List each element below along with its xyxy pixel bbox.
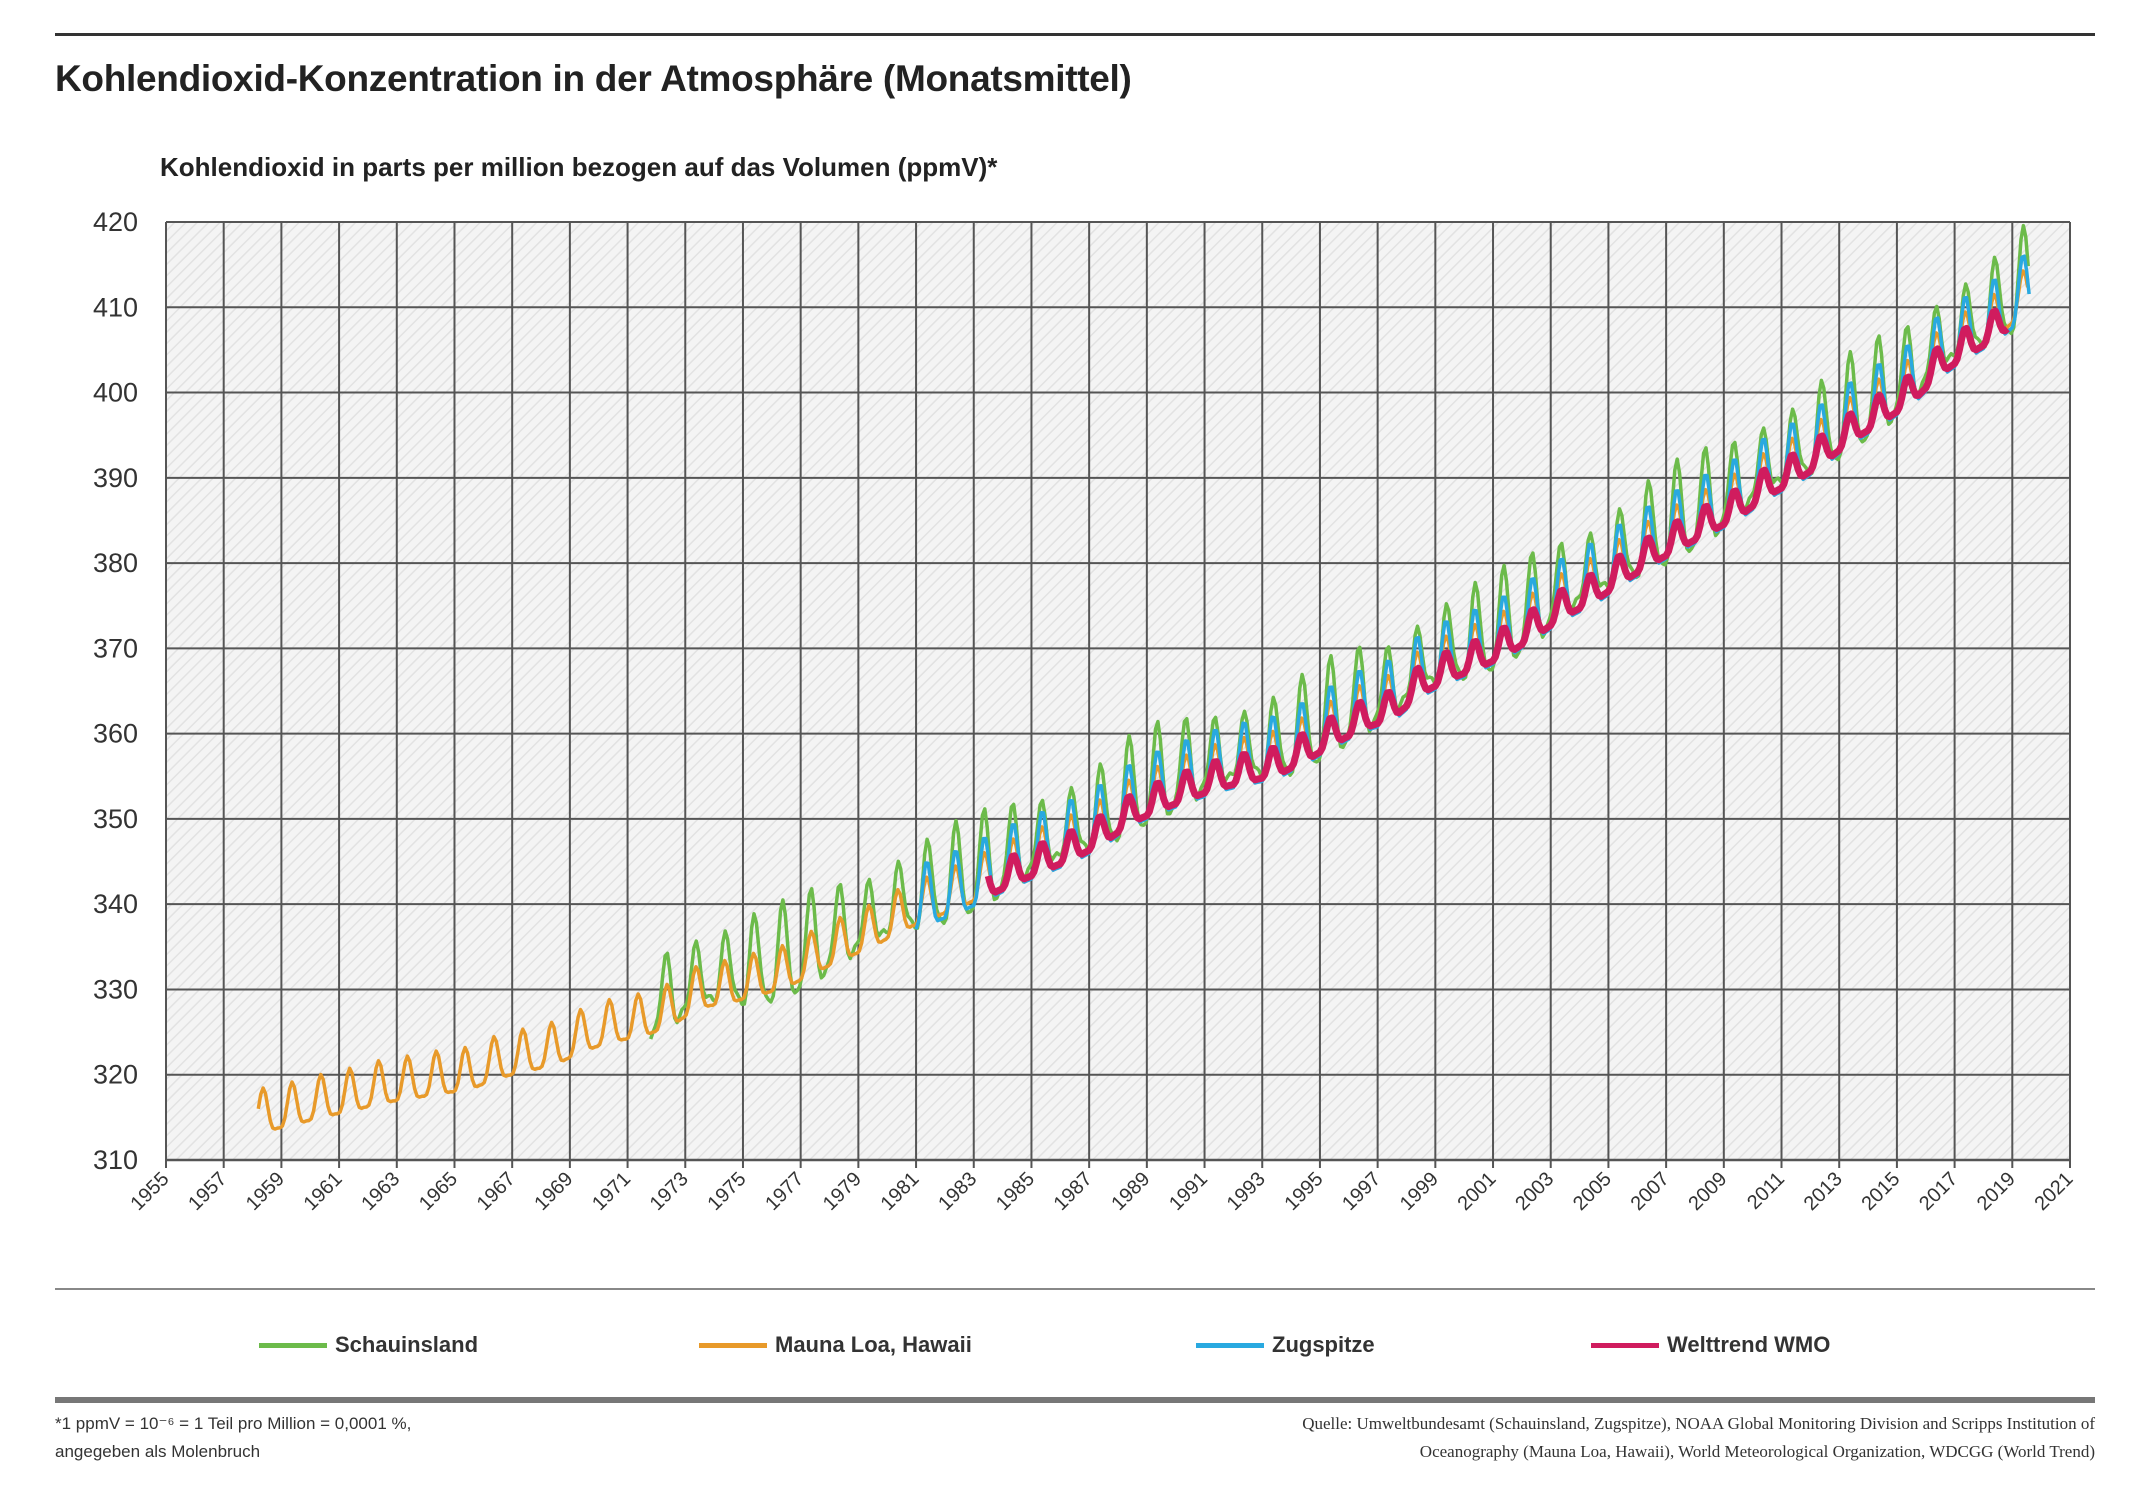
legend-swatch — [259, 1342, 327, 1348]
y-tick-label: 310 — [93, 1145, 138, 1175]
x-tick-label: 1965 — [415, 1168, 462, 1215]
legend-item-zugspitze: Zugspitze — [1196, 1330, 1375, 1360]
y-tick-label: 420 — [93, 207, 138, 237]
x-tick-label: 1975 — [703, 1168, 750, 1215]
legend-swatch — [1591, 1342, 1659, 1348]
x-tick-label: 1971 — [588, 1168, 635, 1215]
y-tick-label: 370 — [93, 633, 138, 663]
series-line-welttrend-wmo — [984, 307, 2010, 896]
x-tick-label: 1993 — [1223, 1168, 1270, 1215]
x-tick-label: 1967 — [473, 1168, 520, 1215]
x-tick-label: 1979 — [819, 1168, 866, 1215]
legend-label: Mauna Loa, Hawaii — [775, 1332, 972, 1357]
y-tick-label: 320 — [93, 1060, 138, 1090]
x-tick-label: 2007 — [1627, 1168, 1674, 1215]
y-tick-labels: 310 320 330 340 350 360 370 380 390 400 410 420 — [93, 207, 138, 1175]
x-tick-label: 1989 — [1107, 1168, 1154, 1215]
x-tick-label: 2001 — [1454, 1168, 1501, 1215]
footnote-line: angegeben als Molenbruch — [55, 1442, 261, 1461]
x-tick-label: 1961 — [300, 1168, 347, 1215]
x-tick-label: 1999 — [1396, 1168, 1443, 1215]
legend-swatch — [699, 1342, 767, 1348]
legend-item-welttrend-wmo: Welttrend WMO — [1591, 1330, 1830, 1360]
plot-area — [166, 222, 2070, 1160]
y-tick-label: 390 — [93, 463, 138, 493]
chart-title: Kohlendioxid-Konzentration in der Atmosp… — [55, 58, 1132, 99]
footnote-line: *1 ppmV = 10⁻⁶ = 1 Teil pro Million = 0,… — [55, 1414, 412, 1433]
x-tick-label: 2013 — [1800, 1168, 1847, 1215]
y-axis-label: Kohlendioxid in parts per million bezoge… — [160, 152, 998, 182]
y-tick-label: 330 — [93, 974, 138, 1004]
x-tick-label: 1991 — [1165, 1168, 1212, 1215]
y-tick-label: 350 — [93, 804, 138, 834]
x-tick-label: 2019 — [1973, 1168, 2020, 1215]
divider — [55, 1288, 2095, 1290]
x-tick-label: 1969 — [530, 1168, 577, 1215]
x-tick-label: 2003 — [1511, 1168, 1558, 1215]
x-tick-label: 2021 — [2031, 1168, 2078, 1215]
x-tick-label: 2009 — [1684, 1168, 1731, 1215]
legend-label: Welttrend WMO — [1667, 1332, 1831, 1357]
legend-swatch — [1196, 1342, 1264, 1348]
x-tick-label: 1995 — [1280, 1168, 1327, 1215]
x-tick-label: 1987 — [1050, 1168, 1097, 1215]
x-tick-label: 2017 — [1915, 1168, 1962, 1215]
y-tick-label: 340 — [93, 889, 138, 919]
legend-item-schauinsland: Schauinsland — [259, 1330, 478, 1360]
x-tick-label: 1957 — [184, 1168, 231, 1215]
legend-item-mauna-loa: Mauna Loa, Hawaii — [699, 1330, 972, 1360]
y-tick-label: 400 — [93, 378, 138, 408]
y-tick-label: 380 — [93, 548, 138, 578]
source-line: Quelle: Umweltbundesamt (Schauinsland, Z… — [1302, 1414, 2095, 1433]
x-tick-label: 1973 — [646, 1168, 693, 1215]
series-lines — [256, 223, 2031, 1131]
x-tick-label: 1977 — [761, 1168, 808, 1215]
x-tick-label: 1983 — [934, 1168, 981, 1215]
x-tick-label: 1985 — [992, 1168, 1039, 1215]
grid — [165, 221, 2071, 1168]
x-tick-label: 2015 — [1857, 1168, 1904, 1215]
x-tick-label: 1963 — [357, 1168, 404, 1215]
legend-label: Schauinsland — [335, 1332, 479, 1357]
top-rule — [55, 33, 2095, 36]
x-tick-label: 1955 — [127, 1168, 174, 1215]
legend-label: Zugspitze — [1272, 1332, 1375, 1357]
source-note: Quelle: Umweltbundesamt (Schauinsland, Z… — [1302, 1410, 2095, 1466]
x-tick-label: 1997 — [1338, 1168, 1385, 1215]
x-tick-label: 2005 — [1569, 1168, 1616, 1215]
footnote: *1 ppmV = 10⁻⁶ = 1 Teil pro Million = 0,… — [55, 1410, 411, 1466]
source-line: Oceanography (Mauna Loa, Hawaii), World … — [1419, 1442, 2095, 1461]
y-tick-label: 410 — [93, 292, 138, 322]
x-tick-label: 2011 — [1743, 1168, 1789, 1214]
x-tick-label: 1959 — [242, 1168, 289, 1215]
y-tick-label: 360 — [93, 719, 138, 749]
x-tick-label: 1981 — [877, 1168, 924, 1215]
footer-rule — [55, 1397, 2095, 1403]
x-tick-labels: 1955 1957 1959 1961 1963 1965 1967 1969 1971 1973… — [127, 1168, 2078, 1215]
